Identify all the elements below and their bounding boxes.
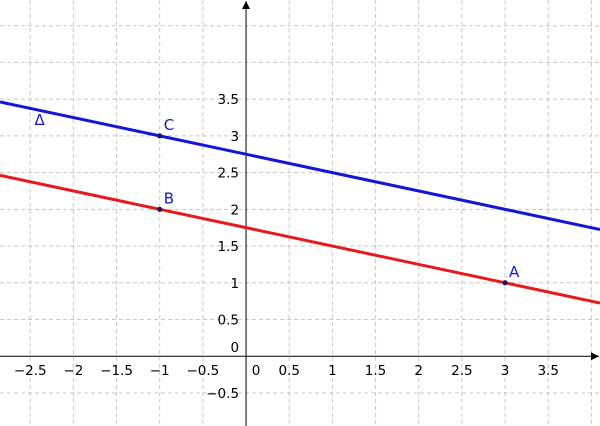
x-tick-label: −1 (150, 363, 170, 379)
x-tick-label: −2 (63, 363, 83, 379)
x-tick-label: 2.5 (451, 363, 472, 379)
y-tick-label: 1 (230, 276, 239, 292)
point-label-c: C (164, 116, 174, 134)
line-delta (0, 100, 600, 231)
tick-labels: −2.5 −2 −1.5 −1 −0.5 0.5 1 1.5 2 2.5 3 3.5 −0.5 0.5 1 1… (14, 92, 559, 402)
y-tick-label: 1.5 (218, 239, 239, 255)
y-tick-label: −0.5 (206, 386, 239, 402)
y-tick-label: 2 (230, 202, 239, 218)
y-tick-label: 0.5 (218, 313, 239, 329)
point-label-a: A (509, 263, 520, 281)
points: A B C (157, 116, 520, 286)
x-tick-label: 0 (252, 363, 261, 379)
x-tick-label: 3 (501, 363, 510, 379)
origin-label: 0 (230, 340, 239, 356)
x-tick-label: 1 (328, 363, 337, 379)
y-tick-label: 2.5 (218, 166, 239, 182)
x-tick-label: −0.5 (186, 363, 219, 379)
y-tick-label: 3 (230, 129, 239, 145)
y-axis-arrow (242, 1, 251, 9)
point-label-b: B (164, 189, 174, 207)
line-red (0, 173, 600, 305)
x-tick-label: −1.5 (100, 363, 133, 379)
x-tick-label: 1.5 (365, 363, 386, 379)
x-tick-label: 0.5 (278, 363, 299, 379)
x-tick-label: 2 (414, 363, 423, 379)
series-lines (0, 100, 600, 305)
x-tick-label: −2.5 (14, 363, 47, 379)
point-c (157, 133, 163, 139)
line-label-delta: Δ (35, 111, 46, 129)
y-tick-label: 3.5 (218, 92, 239, 108)
point-b (157, 206, 163, 212)
point-a (502, 280, 508, 286)
x-axis-arrow (591, 352, 599, 361)
x-tick-label: 3.5 (537, 363, 558, 379)
